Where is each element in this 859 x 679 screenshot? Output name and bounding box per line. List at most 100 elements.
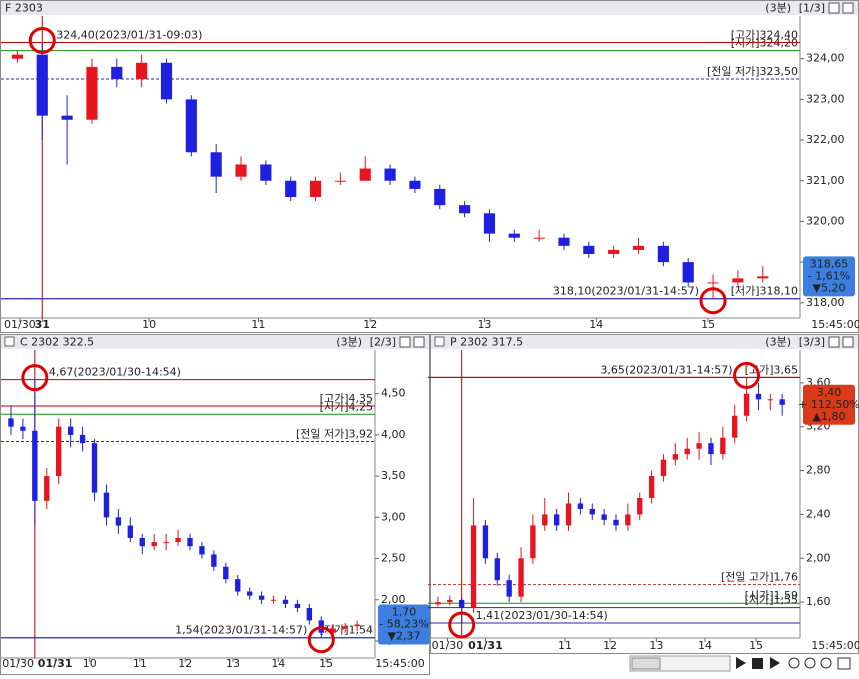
candle-body	[163, 542, 168, 543]
candle-body	[8, 418, 13, 426]
candle-body	[175, 538, 180, 542]
candle-body	[506, 580, 511, 596]
panel-interval: (3분)	[765, 2, 791, 15]
x-tick-label: 15	[701, 318, 715, 331]
y-tick-label: 1,60	[806, 595, 831, 608]
scroll-stop[interactable]	[752, 658, 763, 669]
panel-button[interactable]	[829, 3, 839, 13]
candle-body	[658, 246, 669, 262]
y-tick-label: 4,50	[381, 387, 406, 400]
candle-body	[633, 246, 644, 250]
x-tick-label: 14	[589, 318, 603, 331]
chart-panel: F 2303(3분)[1/3]318,00319,00320,00321,003…	[1, 1, 859, 333]
y-tick-label: 2,00	[381, 593, 406, 606]
x-tick-label: 12	[363, 318, 377, 331]
y-tick-label: 3,00	[381, 510, 406, 523]
candle-body	[260, 164, 271, 180]
price-box-text: ▼2,37	[388, 630, 421, 643]
candle-body	[696, 443, 701, 448]
level-label: [저가]318,10	[731, 285, 798, 298]
candle-body	[554, 514, 559, 525]
candle-body	[186, 99, 197, 152]
panel-title: C 2302 322.5	[20, 336, 94, 349]
candle-body	[625, 514, 630, 525]
panel-close[interactable]	[843, 337, 853, 347]
candle-body	[583, 246, 594, 254]
x-tick-label: 12	[178, 657, 192, 670]
x-tick-label: 15	[319, 657, 333, 670]
panel-button[interactable]	[400, 337, 410, 347]
x-tick-label: 13	[477, 318, 491, 331]
candle-body	[661, 460, 666, 476]
candle-body	[152, 542, 157, 546]
candle-body	[259, 596, 264, 600]
candle-body	[32, 431, 37, 501]
candle-body	[307, 608, 312, 620]
candle-body	[283, 600, 288, 604]
x-tick-label: 01/30	[4, 318, 36, 331]
y-tick-label: 324,00	[806, 52, 845, 65]
candle-body	[140, 538, 145, 546]
y-tick-label: 321,00	[806, 174, 845, 187]
panel-button[interactable]	[829, 337, 839, 347]
candle-body	[20, 427, 25, 431]
panel-close[interactable]	[843, 3, 853, 13]
candle-body	[447, 600, 452, 602]
price-box-text: ▼5,20	[813, 281, 846, 294]
chart-panel: C 2302 322.5(3분)[2/3]1,502,002,503,003,5…	[1, 335, 431, 675]
level-label: [저가]1,55	[745, 594, 798, 607]
panel-close[interactable]	[414, 337, 424, 347]
y-tick-label: 2,00	[806, 551, 831, 564]
extreme-label: 1,41(2023/01/30-14:54)	[476, 609, 608, 622]
candle-body	[649, 476, 654, 498]
candle-body	[608, 250, 619, 254]
candle-body	[530, 525, 535, 558]
candle-body	[578, 503, 583, 508]
candle-body	[435, 602, 440, 604]
candle-body	[780, 399, 785, 404]
panel-header	[1, 1, 858, 15]
y-tick-label: 323,00	[806, 92, 845, 105]
panel-page: [3/3]	[799, 336, 825, 349]
candle-body	[37, 55, 48, 116]
candle-body	[459, 205, 470, 213]
y-tick-label: 2,80	[806, 464, 831, 477]
x-tick-label: 15	[749, 639, 763, 652]
x-tick-label: 01/31	[468, 639, 503, 652]
candle-body	[235, 579, 240, 591]
candle-body	[637, 498, 642, 514]
candle-body	[566, 503, 571, 525]
candle-body	[92, 443, 97, 492]
panel-checkbox[interactable]	[435, 337, 444, 346]
candle-body	[104, 493, 109, 518]
y-tick-label: 2,50	[381, 552, 406, 565]
candle-body	[111, 67, 122, 79]
extreme-label: 318,10(2023/01/31-14:57)	[553, 285, 699, 298]
candle-body	[685, 449, 690, 454]
candle-body	[613, 520, 618, 525]
level-label: [전일 저가]3,92	[296, 427, 373, 441]
candle-body	[542, 514, 547, 525]
x-tick-label: 11	[133, 657, 147, 670]
candle-body	[673, 454, 678, 459]
panel-checkbox[interactable]	[5, 337, 14, 346]
y-tick-label: 2,40	[806, 507, 831, 520]
candle-body	[56, 427, 61, 476]
candle-body	[590, 509, 595, 514]
extreme-label: 4,67(2023/01/30-14:54)	[49, 366, 181, 379]
candle-body	[558, 238, 569, 246]
candle-body	[271, 600, 276, 601]
candle-body	[757, 276, 768, 278]
x-tick-label: 31	[35, 318, 50, 331]
panel-page: [1/3]	[799, 2, 825, 15]
x-tick-label: 13	[226, 657, 240, 670]
candle-body	[534, 238, 545, 239]
candle-body	[483, 525, 488, 558]
candle-body	[471, 525, 476, 607]
extreme-label: 3,65(2023/01/31-14:57)	[600, 363, 732, 376]
scroll-thumb[interactable]	[632, 658, 660, 669]
price-box-text: ▲1,80	[813, 410, 846, 423]
candle-body	[342, 626, 347, 628]
time-label: 15:45:00	[811, 318, 859, 331]
